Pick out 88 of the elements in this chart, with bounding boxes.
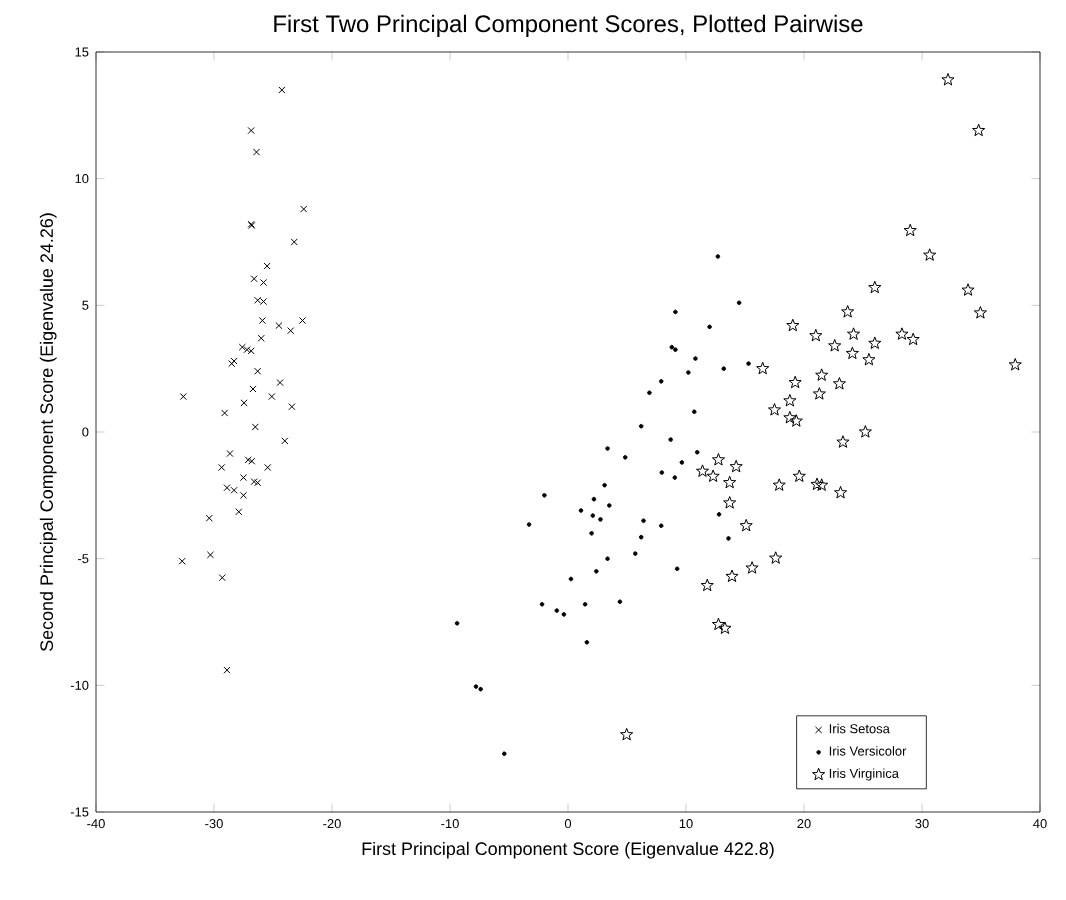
point xyxy=(745,561,759,574)
point xyxy=(249,385,257,393)
point xyxy=(278,86,286,94)
point xyxy=(739,518,753,532)
chart-title: First Two Principal Component Scores, Plotted Pairwise xyxy=(274,14,863,37)
x-axis-title: First Principal Component Score (Eigenvalue 422.8) xyxy=(362,841,774,859)
point xyxy=(868,336,882,349)
point xyxy=(254,296,262,304)
point xyxy=(792,469,806,482)
point xyxy=(239,474,248,482)
point xyxy=(868,280,882,294)
point xyxy=(906,332,920,346)
point xyxy=(254,479,262,487)
point xyxy=(281,437,289,445)
point xyxy=(788,375,802,389)
point xyxy=(218,463,226,472)
point xyxy=(205,514,213,522)
point xyxy=(815,368,829,381)
point xyxy=(239,491,248,499)
point xyxy=(1008,357,1022,371)
point xyxy=(858,425,872,438)
point xyxy=(903,223,917,237)
point xyxy=(275,322,283,330)
point xyxy=(230,486,238,494)
point xyxy=(263,262,271,270)
point xyxy=(718,621,732,634)
point xyxy=(828,338,842,352)
point xyxy=(845,346,859,360)
point xyxy=(264,463,272,472)
point xyxy=(243,346,251,354)
y-axis-title: Second Principal Component Score (Eigenvalue 24.26) xyxy=(39,213,57,651)
point xyxy=(247,126,255,135)
point xyxy=(223,666,231,674)
point xyxy=(250,478,258,486)
point xyxy=(226,449,234,458)
point xyxy=(620,727,634,741)
point xyxy=(834,485,848,499)
point xyxy=(700,578,714,592)
point xyxy=(815,478,829,491)
point xyxy=(257,334,265,342)
point xyxy=(706,469,720,482)
point xyxy=(723,496,737,509)
point xyxy=(783,410,797,424)
point xyxy=(972,123,986,137)
point xyxy=(276,379,284,387)
point xyxy=(841,305,855,318)
point xyxy=(179,392,187,401)
point xyxy=(252,148,261,156)
point xyxy=(235,508,243,516)
point xyxy=(812,387,826,400)
point xyxy=(810,477,824,491)
point xyxy=(268,392,276,401)
point xyxy=(729,459,743,473)
point xyxy=(251,423,259,431)
point xyxy=(711,452,726,466)
point xyxy=(847,327,861,340)
point xyxy=(836,435,850,448)
point xyxy=(723,475,737,489)
point xyxy=(178,557,186,565)
point xyxy=(973,306,987,319)
point xyxy=(769,551,783,564)
point xyxy=(288,403,296,411)
point xyxy=(695,464,710,477)
point xyxy=(789,414,803,427)
point xyxy=(786,318,800,332)
point xyxy=(258,316,266,325)
point xyxy=(941,72,955,86)
point xyxy=(725,569,739,583)
point xyxy=(809,328,823,342)
point xyxy=(756,361,770,375)
point xyxy=(711,617,726,631)
point xyxy=(832,376,846,390)
point xyxy=(767,403,782,416)
point xyxy=(240,399,248,407)
point xyxy=(206,551,215,559)
point xyxy=(254,367,262,375)
point xyxy=(961,283,975,296)
point xyxy=(772,478,786,491)
point xyxy=(218,574,226,582)
point xyxy=(895,327,909,340)
point xyxy=(783,393,797,407)
point xyxy=(300,205,308,213)
point xyxy=(923,248,937,261)
point xyxy=(221,409,229,417)
point xyxy=(290,238,298,246)
point xyxy=(862,352,876,366)
point xyxy=(223,484,231,492)
point xyxy=(287,327,295,335)
